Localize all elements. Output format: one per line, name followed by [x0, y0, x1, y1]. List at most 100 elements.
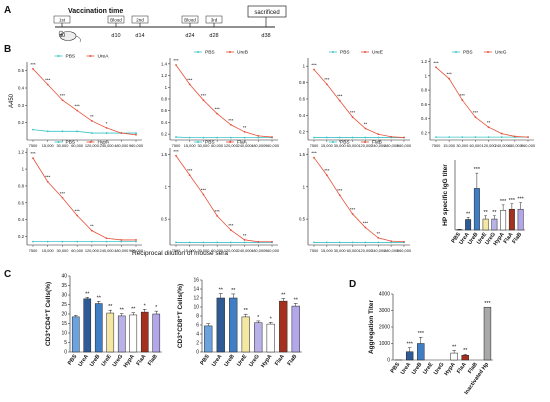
significance-mark: ***: [418, 331, 425, 337]
data-point: [474, 136, 477, 139]
significance-mark: ***: [30, 151, 36, 156]
x-tick-label: 60,000: [211, 248, 224, 253]
data-point: [461, 136, 464, 139]
data-point: [403, 136, 405, 139]
significance-mark: **: [120, 308, 125, 314]
legend-label: PBS: [205, 140, 215, 146]
significance-mark: **: [85, 291, 90, 297]
data-point: [435, 66, 437, 69]
legend-marker: [57, 141, 60, 143]
category-label: PBS: [67, 353, 79, 366]
significance-mark: ***: [311, 62, 317, 67]
y-tick-label: 14: [193, 287, 199, 293]
y-tick-label: 30: [61, 293, 67, 299]
y-tick-label: 40: [61, 274, 67, 280]
significance-mark: *: [106, 121, 108, 126]
significance-mark: **: [466, 211, 471, 217]
category-label: UreA: [211, 354, 223, 368]
legend-label: PBS: [463, 50, 473, 56]
significance-mark: **: [294, 297, 299, 303]
legend-marker: [364, 51, 366, 53]
significance-mark: ***: [75, 208, 81, 213]
significance-mark: ***: [60, 93, 66, 98]
y-tick-label: 0.6: [421, 102, 428, 107]
y-tick-label: 0.4: [161, 120, 168, 125]
series-line-flaa: [175, 155, 272, 243]
series-line-ureg: [435, 66, 529, 138]
x-tick-label: 240,000: [371, 143, 386, 148]
significance-mark: **: [97, 295, 102, 301]
significance-mark: **: [492, 210, 497, 216]
x-tick-label: 60,000: [71, 248, 84, 253]
significance-mark: **: [244, 308, 249, 314]
bar-flaa: [508, 208, 515, 231]
data-point: [216, 215, 219, 217]
data-point: [229, 123, 232, 126]
significance-mark: **: [364, 122, 368, 127]
panel-letter-d: D: [349, 279, 356, 290]
data-point: [500, 136, 503, 139]
category-label: UreA: [400, 362, 412, 376]
data-point: [135, 133, 137, 136]
data-point: [325, 136, 328, 139]
data-point: [257, 240, 260, 243]
data-point: [390, 135, 393, 138]
data-point: [351, 116, 354, 118]
category-label: FlaB: [467, 362, 479, 375]
data-point: [105, 132, 108, 134]
x-tick-label: 120,000: [224, 248, 239, 253]
x-tick-label: 15,000: [42, 143, 55, 148]
timeline-marker-box: [131, 15, 149, 24]
data-point: [188, 174, 191, 177]
legend-marker: [455, 51, 457, 53]
y-tick-label: 35: [61, 283, 67, 289]
data-point: [243, 136, 246, 139]
legend-marker: [364, 141, 366, 143]
y-tick-label: 15: [61, 321, 67, 327]
timeline-marker: 2nd: [136, 18, 144, 23]
y-tick-label: 0.2: [421, 130, 428, 135]
x-tick-label: 240,000: [495, 143, 510, 148]
x-tick-label: 120,000: [358, 248, 373, 253]
legend-label: PBS: [205, 50, 215, 56]
data-point: [527, 136, 529, 139]
legend-label: UreB: [237, 50, 248, 56]
legend-label: FlaB: [372, 140, 382, 146]
timeline-marker: Blood: [184, 18, 196, 23]
data-point: [313, 241, 315, 244]
y-tick-label: 0.4: [421, 116, 428, 121]
y-tick-label: 0.6: [299, 97, 306, 102]
legend-marker: [197, 51, 199, 53]
legend-marker: [332, 51, 334, 53]
x-tick-label: 960,000: [129, 248, 144, 253]
data-point: [61, 130, 64, 133]
significance-mark: ***: [484, 301, 491, 307]
timeline-marker-box: [205, 15, 223, 24]
legend-label: PBS: [66, 140, 76, 146]
x-tick-label: 7500: [310, 248, 319, 253]
significance-mark: **: [483, 210, 488, 216]
x-tick-label: 120,000: [482, 143, 497, 148]
bar-uree: [106, 312, 115, 353]
category-label: FlaA: [456, 362, 468, 375]
bar-flaa: [140, 311, 149, 353]
y-tick-label: 0.4: [18, 217, 25, 222]
data-point: [229, 229, 232, 232]
bar-flab: [291, 305, 300, 353]
timeline-marker: 1st: [59, 18, 66, 23]
significance-mark: *: [257, 315, 260, 321]
significance-mark: ***: [201, 188, 207, 193]
y-tick-label: 0.8: [421, 88, 428, 93]
y-tick-label: 10: [61, 331, 67, 337]
data-point: [188, 83, 191, 86]
significance-mark: ***: [460, 93, 466, 98]
significance-mark: ***: [406, 342, 413, 348]
series-line-hypa: [32, 157, 136, 241]
bar-urea: [465, 219, 472, 231]
y-tick-label: 0.5: [161, 217, 168, 222]
significance-mark: **: [243, 233, 247, 238]
significance-mark: ***: [324, 77, 330, 82]
